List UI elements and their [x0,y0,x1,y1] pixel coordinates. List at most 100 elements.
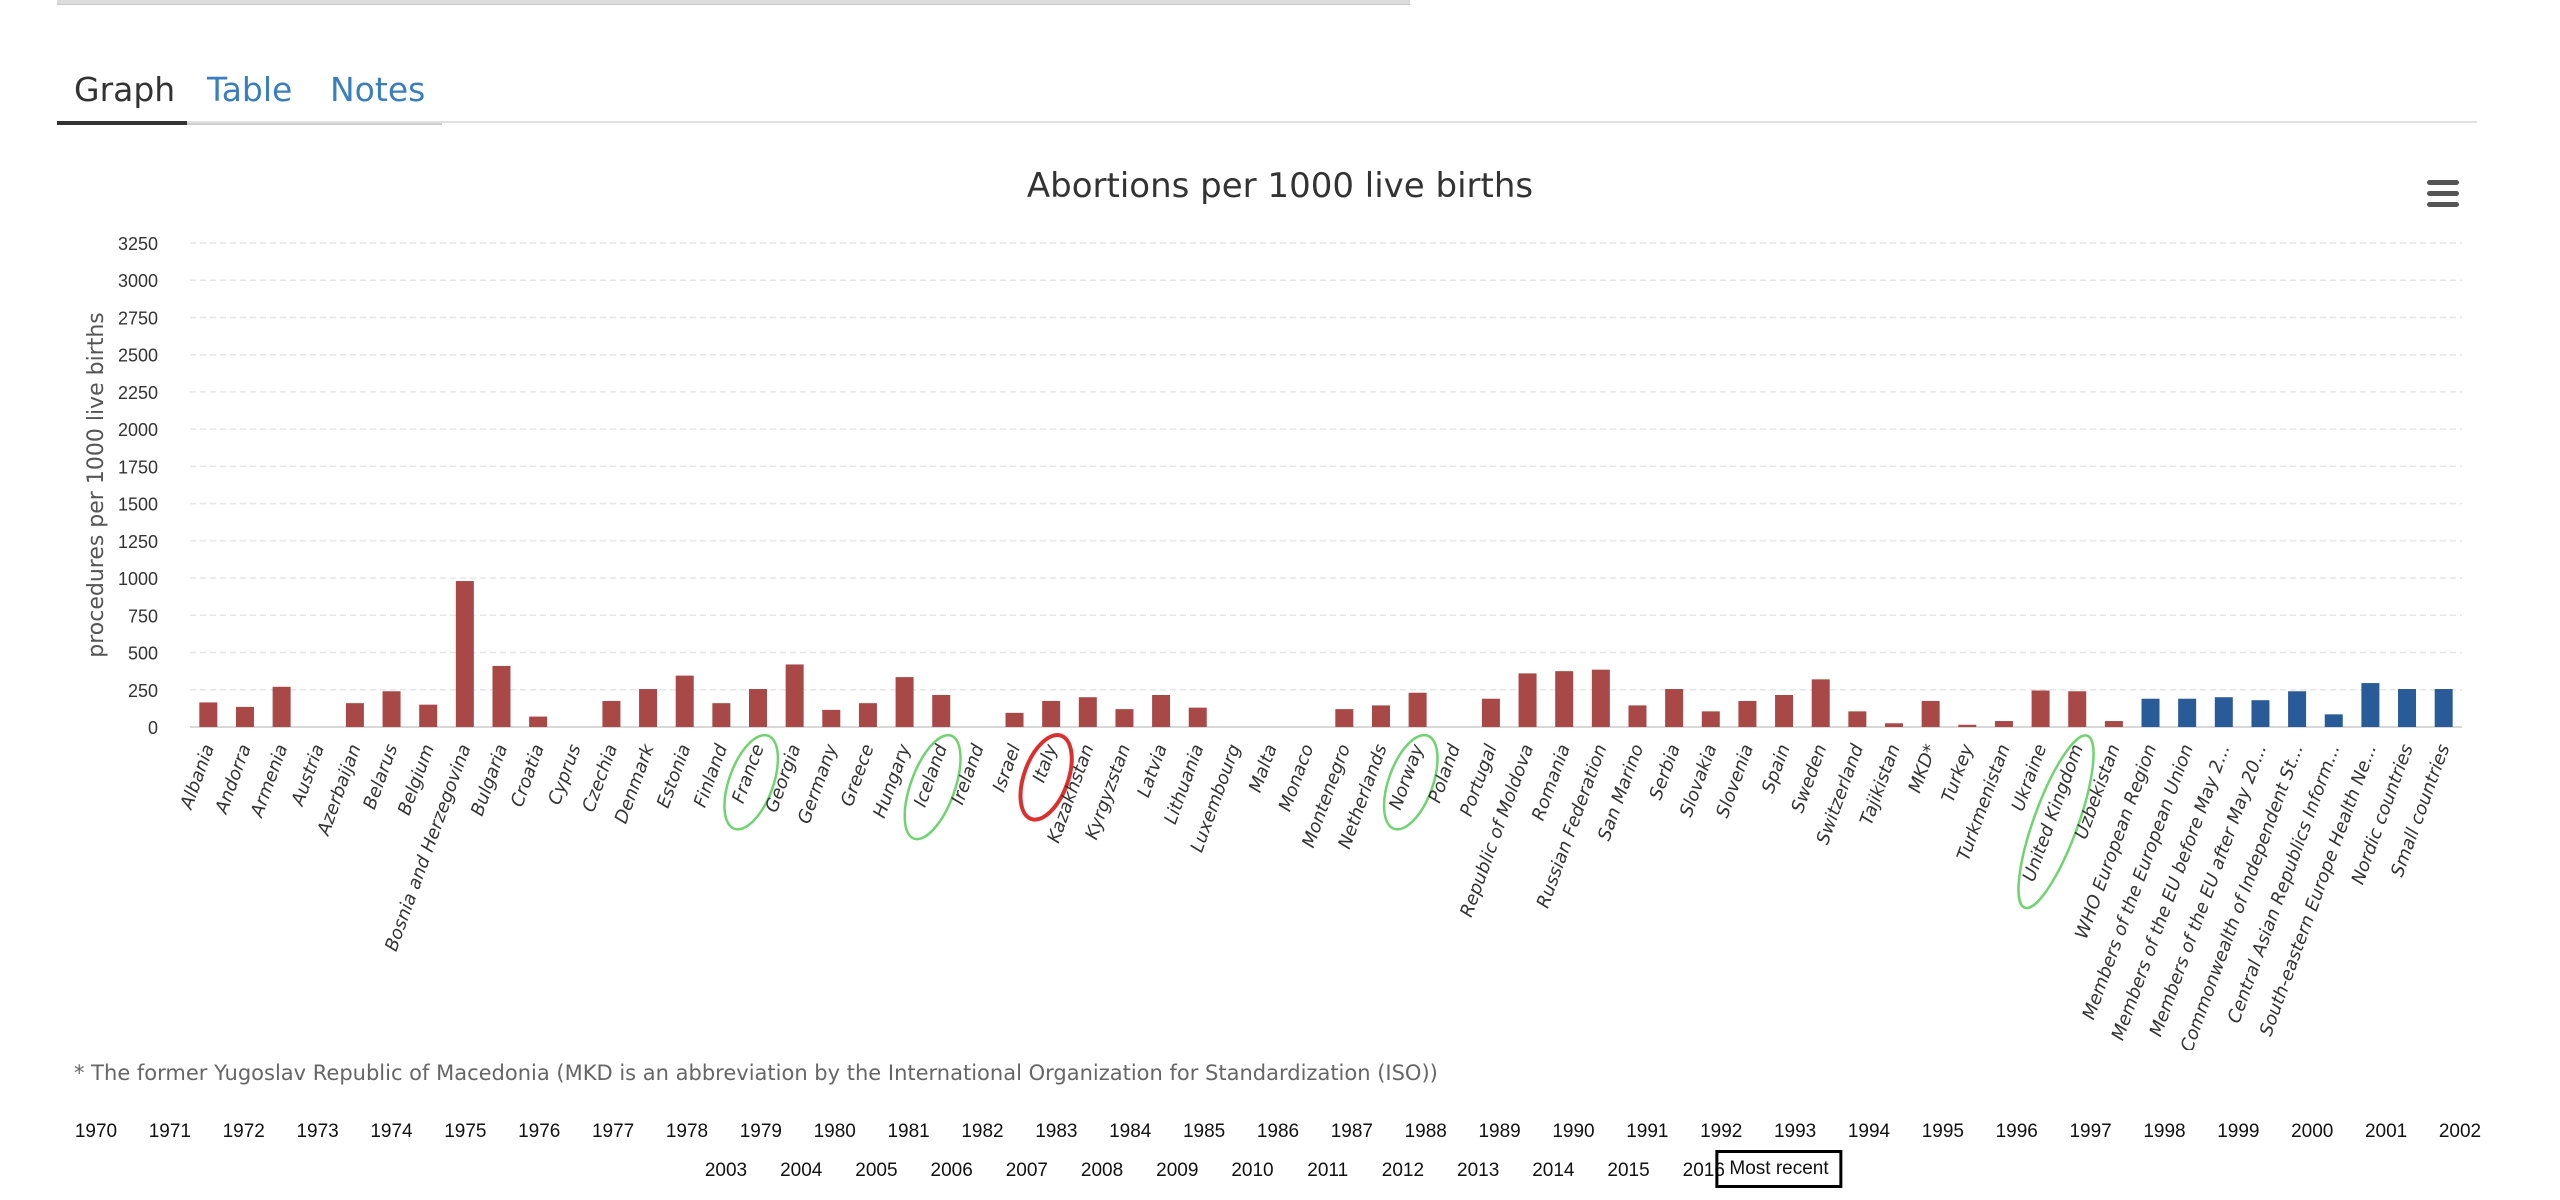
year-option[interactable]: 1986 [1256,1121,1300,1142]
y-tick-label: 250 [128,681,158,701]
y-tick-label: 1250 [118,532,158,552]
bar [675,675,694,727]
x-tick-label: France [728,742,769,807]
chart-menu-icon[interactable] [2424,178,2462,210]
year-option[interactable]: 1979 [739,1121,783,1142]
year-option[interactable]: 1984 [1109,1121,1152,1142]
year-option[interactable]: 2005 [855,1160,898,1181]
year-option[interactable]: 1999 [2217,1121,2260,1142]
annotation-circle [2017,734,2095,910]
bar [858,703,877,727]
year-option[interactable]: 1985 [1182,1121,1226,1142]
bar [602,700,621,727]
bar [2251,700,2270,727]
year-option[interactable]: 1992 [1700,1121,1743,1142]
bar [529,716,548,727]
year-option[interactable]: 1977 [591,1121,635,1142]
bar [1042,700,1061,727]
tab-notes[interactable]: Notes [330,70,426,109]
annotation-circle [1018,733,1074,822]
year-option[interactable]: 1996 [1995,1121,2038,1142]
x-tick-label: Poland [1424,741,1465,806]
x-tick-label: Latvia [1133,742,1171,801]
bar [1591,669,1610,727]
year-option[interactable]: 1990 [1552,1121,1595,1142]
bar [1811,679,1830,727]
year-option[interactable]: 1997 [2069,1121,2112,1142]
x-tick-label: Cyprus [544,742,585,808]
bar [1994,721,2013,727]
x-tick-label: Norway [1385,741,1428,813]
bar [822,709,841,727]
bar [1738,700,1757,727]
year-option[interactable]: 2006 [930,1160,973,1181]
bar [1885,723,1903,727]
year-option[interactable]: 2007 [1005,1160,1048,1181]
year-option[interactable]: 2010 [1231,1160,1274,1181]
year-option[interactable]: 2014 [1532,1160,1575,1181]
year-option[interactable]: 1973 [296,1121,339,1142]
bar [2288,691,2307,727]
bar [1555,671,1574,727]
year-option[interactable]: 1974 [370,1121,413,1142]
bar [2214,697,2233,727]
x-tick-label: Belarus [359,742,402,813]
year-option[interactable]: 1978 [665,1121,709,1142]
year-option[interactable]: 1994 [1847,1121,1891,1142]
year-option[interactable]: 1976 [518,1121,561,1142]
year-option[interactable]: 1971 [148,1121,192,1142]
year-option[interactable]: 1987 [1330,1121,1374,1142]
year-option[interactable]: 2012 [1381,1160,1425,1181]
y-tick-label: 0 [148,718,158,738]
annotation-circle [723,733,780,831]
year-option[interactable]: 2013 [1457,1160,1500,1181]
year-option[interactable]: 1975 [444,1121,487,1142]
tab-table[interactable]: Table [207,70,293,109]
year-option[interactable]: 2009 [1156,1160,1199,1181]
y-tick-label: 1500 [118,495,158,515]
year-option[interactable]: 1972 [222,1121,265,1142]
x-tick-label: Republic of Moldova [1456,742,1538,920]
year-option[interactable]: 1983 [1035,1121,1078,1142]
bar [1848,711,1867,727]
year-option[interactable]: 2003 [704,1160,748,1181]
year-option[interactable]: 2001 [2364,1121,2408,1142]
year-option[interactable]: 2004 [780,1160,823,1181]
bar [2324,714,2343,727]
tabs-divider [57,121,2477,123]
year-option[interactable]: 1995 [1921,1121,1965,1142]
chart-title: Abortions per 1000 live births [1026,166,1534,206]
year-option[interactable]: 1982 [961,1121,1004,1142]
year-option[interactable]: 1981 [887,1121,930,1142]
year-option[interactable]: 1991 [1626,1121,1669,1142]
year-option[interactable]: 2011 [1307,1160,1349,1181]
bar [2178,698,2197,727]
bar [639,689,658,727]
bar [1078,697,1097,727]
year-option[interactable]: 1989 [1478,1121,1521,1142]
year-option[interactable]: 2000 [2291,1121,2334,1142]
year-option[interactable]: 1988 [1404,1121,1447,1142]
bar [1958,724,1977,727]
bar [2434,689,2453,727]
year-option[interactable]: 2015 [1607,1160,1650,1181]
bar [1005,712,1024,727]
bar [1518,673,1537,727]
tab-graph[interactable]: Graph [74,70,176,109]
bar [1115,709,1134,727]
bar [1408,692,1427,727]
year-option[interactable]: 2002 [2438,1121,2482,1142]
year-option[interactable]: 1993 [1773,1121,1817,1142]
bar [2361,683,2380,727]
active-tab-indicator [57,121,187,125]
year-option[interactable]: 1998 [2143,1121,2186,1142]
year-option[interactable]: 2008 [1080,1160,1124,1181]
x-tick-label: Croatia [507,742,549,810]
year-option[interactable]: 1980 [813,1121,856,1142]
year-option[interactable]: 2016 [1682,1160,1725,1181]
bar [2398,689,2417,727]
bar [235,706,254,727]
x-tick-label: Ireland [947,741,988,808]
year-most-recent-selected[interactable]: Most recent [1715,1150,1843,1188]
year-option[interactable]: 1970 [74,1121,118,1142]
